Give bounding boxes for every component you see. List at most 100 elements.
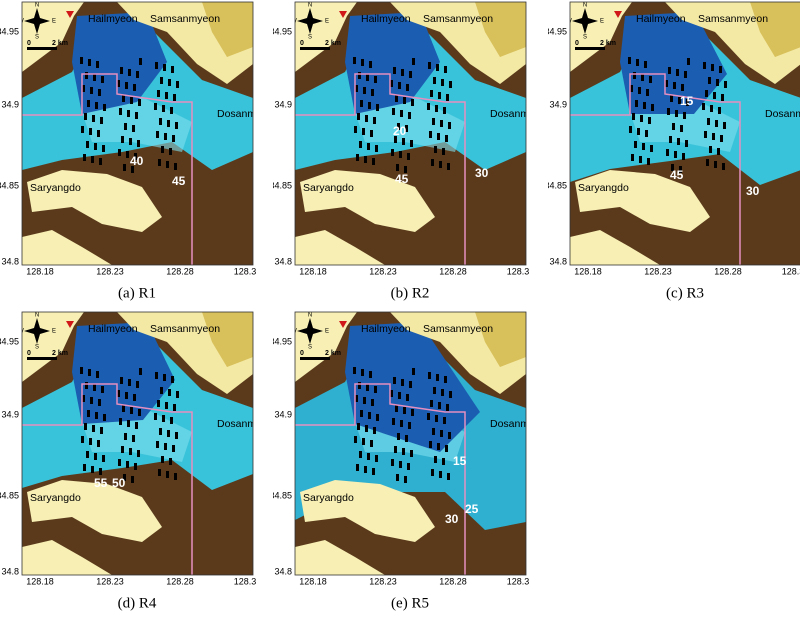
farm-marker [176, 391, 179, 398]
south-land [295, 540, 385, 575]
farm-marker [137, 450, 140, 457]
map: N S E W 0 2 km Hailmyeon Samsanmyeon Dosanm Sarya… [18, 312, 253, 575]
boundary [295, 73, 466, 265]
farm-marker [134, 463, 137, 470]
samsanmyeon-hill [475, 312, 526, 367]
farm-marker [687, 58, 690, 65]
farm-marker [409, 381, 412, 388]
farm-marker [393, 377, 396, 384]
farm-marker [374, 76, 377, 83]
farm-marker [363, 397, 366, 404]
farm-marker [353, 57, 356, 64]
place-name: Hailmyeon [361, 13, 411, 25]
map-frame [21, 1, 254, 266]
farm-marker [401, 379, 404, 386]
farm-marker [155, 62, 158, 69]
farm-marker [138, 99, 141, 106]
farm-marker [123, 164, 126, 171]
farm-marker [175, 432, 178, 439]
farm-marker [95, 412, 98, 419]
farm-marker [396, 474, 399, 481]
farm-marker [665, 80, 668, 87]
x-tick-label: 128.23 [644, 266, 672, 276]
farm-marker [98, 399, 101, 406]
farm-marker [129, 448, 132, 455]
farm-marker [412, 368, 415, 375]
farm-marker [432, 118, 435, 125]
farm-marker [449, 81, 452, 88]
farm-marker [449, 391, 452, 398]
scale-bar [575, 47, 605, 50]
farm-marker [439, 471, 442, 478]
farm-marker [362, 128, 365, 135]
saryangdo-island [575, 170, 710, 232]
farm-marker [128, 69, 131, 76]
farm-marker [634, 141, 637, 148]
farm-marker [376, 414, 379, 421]
deep-bay [620, 12, 727, 114]
y-tick-label: 34.9 [274, 99, 292, 109]
place-name: Samsanmyeon [698, 13, 768, 25]
farm-marker [160, 387, 163, 394]
farm-marker [367, 453, 370, 460]
farm-marker [133, 84, 136, 91]
farm-marker [86, 451, 89, 458]
farm-marker [89, 438, 92, 445]
farm-marker [720, 135, 723, 142]
farm-marker [160, 77, 163, 84]
samsanmyeon-hill [202, 2, 253, 57]
farm-marker [667, 108, 670, 115]
farm-marker [722, 163, 725, 170]
y-tick-label: 34.8 [274, 566, 292, 576]
farm-marker [677, 138, 680, 145]
farm-marker [391, 149, 394, 156]
compass-label: N [35, 3, 39, 9]
farm-marker [433, 387, 436, 394]
farm-marker [710, 105, 713, 112]
y-tick-label: 34.85 [273, 490, 292, 500]
farm-marker [430, 90, 433, 97]
farm-marker [436, 64, 439, 71]
x-tick-label: 128.3 [507, 576, 530, 586]
compass-label: E [325, 329, 329, 335]
farm-marker [137, 140, 140, 147]
compass-label: E [600, 19, 604, 25]
farm-marker [136, 381, 139, 388]
farm-marker [139, 58, 142, 65]
south-land [22, 230, 112, 265]
farm-marker [440, 430, 443, 437]
source-marker [614, 11, 622, 18]
farm-marker [354, 126, 357, 133]
farm-marker [354, 436, 357, 443]
compass-label: E [52, 19, 56, 25]
farm-marker [650, 145, 653, 152]
farm-marker [99, 158, 102, 165]
contour-label: 55 [94, 476, 108, 490]
farm-marker [398, 82, 401, 89]
farm-marker [93, 384, 96, 391]
farm-marker [673, 82, 676, 89]
contour-label: 15 [680, 94, 694, 108]
place-name: Samsanmyeon [150, 13, 220, 25]
south-land [22, 540, 112, 575]
place-name: Dosanm [490, 418, 529, 430]
boundary [570, 73, 741, 265]
farm-marker [713, 92, 716, 99]
farm-marker [120, 377, 123, 384]
compass-label: N [308, 3, 312, 9]
farm-marker [88, 369, 91, 376]
x-tick-label: 128.23 [369, 576, 397, 586]
compass-label: S [35, 345, 39, 351]
map-panel: N S E W 0 2 km Hailmyeon Samsanmyeon Dosanm Sarya… [273, 1, 529, 301]
compass-label: W [18, 329, 24, 335]
farm-marker [434, 456, 437, 463]
farm-marker [408, 422, 411, 429]
map-panel: N S E W 0 2 km Hailmyeon Samsanmyeon Dosanm Sarya… [548, 1, 800, 301]
saryangdo-island [27, 480, 162, 542]
x-tick-label: 128.18 [26, 576, 54, 586]
farm-marker [443, 417, 446, 424]
place-name: Saryangdo [303, 492, 354, 504]
farm-marker [409, 71, 412, 78]
place-name: Saryangdo [30, 492, 81, 504]
